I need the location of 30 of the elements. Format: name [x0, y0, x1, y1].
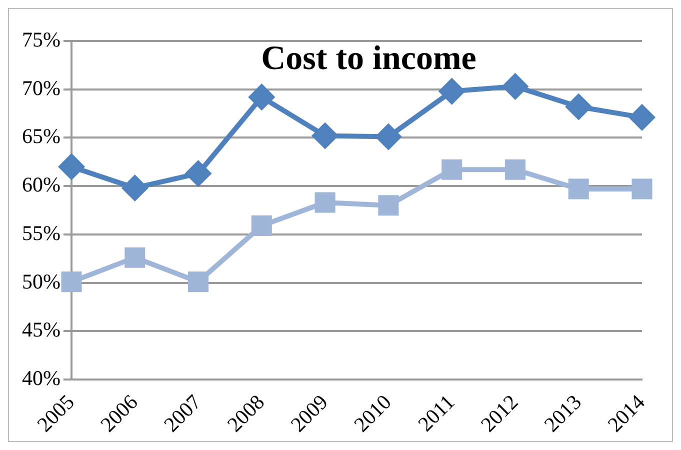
point — [124, 247, 146, 268]
point — [188, 272, 209, 292]
point — [186, 160, 211, 186]
y-tick-label: 70% — [22, 76, 60, 100]
point — [122, 176, 148, 200]
y-tick-label: 65% — [22, 124, 60, 148]
point — [568, 178, 589, 200]
point — [502, 74, 528, 99]
point — [312, 123, 338, 148]
y-tick-label: 60% — [22, 172, 60, 197]
x-tick-label: 2011 — [413, 390, 460, 436]
point — [504, 159, 526, 180]
y-tick-label: 50% — [22, 269, 60, 294]
point — [378, 195, 399, 216]
point — [251, 215, 272, 236]
point — [632, 178, 652, 200]
point — [61, 272, 82, 292]
y-tick-label: 40% — [22, 366, 60, 390]
y-tick-label: 55% — [22, 220, 60, 245]
point — [630, 104, 654, 130]
y-tick-label: 75% — [22, 28, 60, 52]
point — [566, 94, 592, 120]
point — [314, 192, 336, 213]
point — [249, 84, 274, 110]
point — [439, 78, 464, 104]
y-tick-label: 45% — [22, 318, 60, 342]
point — [442, 159, 462, 180]
point — [58, 154, 84, 180]
chart-title: Cost to income — [261, 40, 476, 77]
point — [376, 124, 401, 150]
